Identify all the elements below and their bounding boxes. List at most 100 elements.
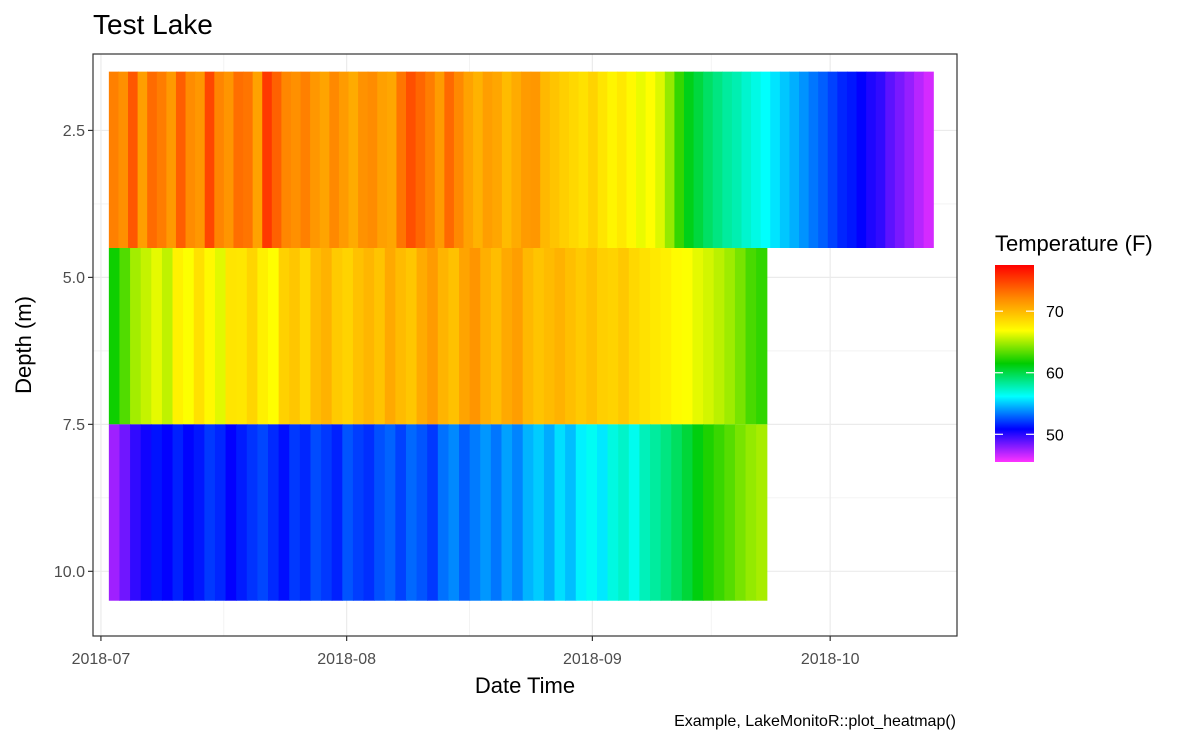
heatmap-tile [492, 71, 503, 248]
heatmap-tile [427, 248, 439, 425]
heatmap-tile [588, 71, 599, 248]
heatmap-tile [703, 424, 715, 601]
heatmap-tile [246, 424, 259, 601]
heatmap-tile [289, 248, 301, 425]
heatmap-tile [671, 248, 683, 425]
heatmap-tile [712, 71, 723, 248]
heatmap-tile [463, 71, 474, 248]
x-tick-label: 2018-08 [317, 651, 376, 668]
heatmap-tile [427, 424, 439, 601]
heatmap-tile [358, 71, 369, 248]
heatmap-tile [156, 71, 167, 248]
heatmap-tile [425, 71, 436, 248]
heatmap-tile [639, 424, 651, 601]
heatmap-tile [236, 248, 248, 425]
legend: Temperature (F) 50 60 70 [995, 231, 1153, 462]
heatmap-tile [225, 248, 237, 425]
heatmap-tile [554, 424, 566, 601]
heatmap-tile [299, 424, 312, 601]
heatmap-tile [406, 71, 417, 248]
heatmap-tile [214, 248, 227, 425]
heatmap-tile [616, 71, 628, 248]
chart-caption: Example, LakeMonitoR::plot_heatmap() [674, 713, 956, 730]
heatmap-tile [118, 71, 129, 248]
legend-colorbar [995, 265, 1034, 462]
heatmap-tile [885, 71, 896, 248]
heatmap-tile [522, 424, 534, 601]
heatmap-tile [329, 71, 340, 248]
heatmap-tile [367, 71, 378, 248]
heatmap-tile [639, 248, 651, 425]
heatmap-tile [290, 71, 302, 248]
heatmap-tile [808, 71, 819, 248]
heatmap-tile [233, 71, 244, 248]
heatmap-tile [175, 71, 187, 248]
heatmap-tile [243, 71, 254, 248]
heatmap-tile [914, 71, 925, 248]
heatmap-tile [596, 248, 609, 425]
heatmap-tile [549, 71, 560, 248]
heatmap-tile [894, 71, 906, 248]
heatmap-tile [650, 424, 662, 601]
heatmap-tile [257, 248, 269, 425]
x-tick-label: 2018-07 [72, 651, 131, 668]
heatmap-tile [166, 71, 177, 248]
heatmap-tile [559, 71, 570, 248]
heatmap-tile [586, 248, 598, 425]
heatmap-tile [628, 248, 641, 425]
heatmap-tile [348, 71, 359, 248]
heatmap-tile [130, 424, 142, 601]
legend-tick-label: 50 [1046, 427, 1064, 444]
heatmap-tile [236, 424, 248, 601]
heatmap-tile [480, 424, 492, 601]
heatmap-tile [760, 71, 771, 248]
heatmap-tile [214, 424, 227, 601]
heatmap-tile [310, 248, 322, 425]
heatmap-tile [521, 71, 532, 248]
heatmap-tile [384, 424, 396, 601]
heatmap-tile [745, 424, 757, 601]
heatmap-tile [268, 424, 280, 601]
heatmap-tile [512, 424, 524, 601]
heatmap-tile [396, 71, 407, 248]
heatmap-tile [681, 424, 694, 601]
heatmap-tile [278, 424, 290, 601]
y-tick-label: 10.0 [54, 564, 85, 581]
heatmap-tile [533, 424, 545, 601]
heatmap-tile [262, 71, 273, 248]
x-axis-title: Date Time [475, 673, 575, 698]
y-tick-label: 7.5 [63, 417, 85, 434]
heatmap-tile [681, 248, 694, 425]
heatmap-tile [310, 71, 321, 248]
y-tick-label: 5.0 [63, 270, 85, 287]
heatmap-tile [660, 424, 672, 601]
heatmap-tile [511, 71, 522, 248]
heatmap-tile [543, 424, 556, 601]
heatmap-tile [837, 71, 848, 248]
heatmap-tile [501, 248, 513, 425]
heatmap-tile [693, 71, 704, 248]
heatmap-tile [522, 248, 534, 425]
heatmap-tile [779, 71, 791, 248]
heatmap-tile [183, 424, 195, 601]
heatmap-tile [722, 71, 733, 248]
heatmap-tile [374, 424, 386, 601]
heatmap-tile [214, 71, 225, 248]
heatmap-tile [321, 424, 333, 601]
heatmap-tile [416, 248, 428, 425]
heatmap-tile [437, 248, 450, 425]
heatmap-tile [741, 71, 752, 248]
heatmap-tile [128, 71, 139, 248]
heatmap-tile [268, 248, 280, 425]
heatmap-tile [596, 424, 609, 601]
heatmap-tile [415, 71, 426, 248]
heatmap-tile [195, 71, 206, 248]
heatmap-tile [645, 71, 656, 248]
heatmap-tile [799, 71, 810, 248]
legend-tick-label: 70 [1046, 304, 1064, 321]
heatmap-tile [193, 424, 205, 601]
heatmap-tile [660, 248, 672, 425]
heatmap-tile [586, 424, 598, 601]
heatmap-tile [713, 248, 725, 425]
heatmap-tile [319, 71, 330, 248]
